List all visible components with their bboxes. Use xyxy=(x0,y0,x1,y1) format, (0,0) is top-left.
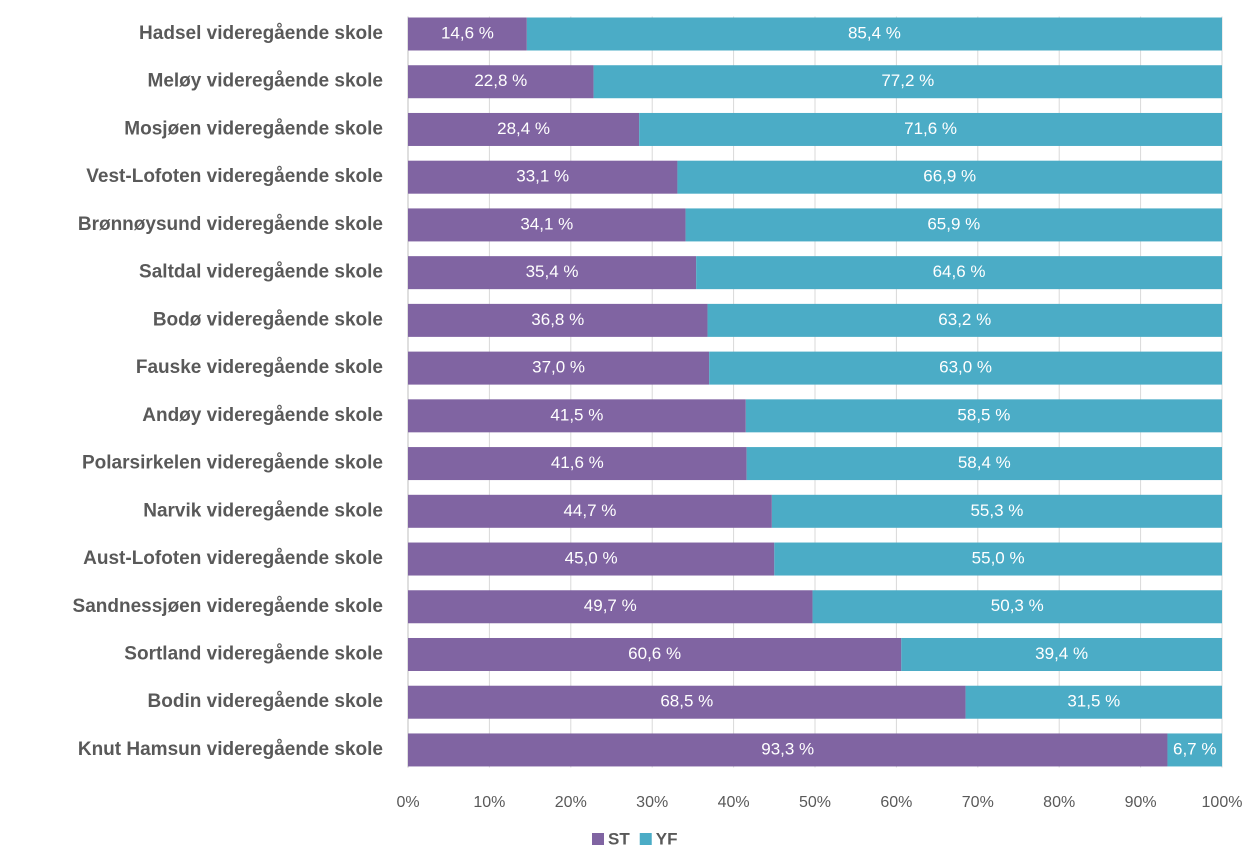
legend-swatch xyxy=(592,833,604,845)
data-label: 58,5 % xyxy=(957,405,1010,424)
x-tick-label: 30% xyxy=(636,794,668,811)
data-label: 63,0 % xyxy=(939,358,992,377)
category-label: Knut Hamsun videregående skole xyxy=(78,739,383,760)
bar-segment xyxy=(408,542,775,576)
category-label: Bodø videregående skole xyxy=(153,309,383,330)
bar-segment xyxy=(408,256,697,290)
data-label: 85,4 % xyxy=(848,23,901,42)
data-label: 41,5 % xyxy=(550,405,603,424)
data-label: 66,9 % xyxy=(923,167,976,186)
data-label: 64,6 % xyxy=(933,262,986,281)
bar-segment xyxy=(774,542,1222,576)
bar-segment xyxy=(408,351,710,385)
data-label: 33,1 % xyxy=(516,167,569,186)
bar-segment xyxy=(408,65,594,99)
bar-segment xyxy=(408,733,1168,767)
data-label: 37,0 % xyxy=(532,358,585,377)
data-label: 71,6 % xyxy=(904,119,957,138)
bar-segment xyxy=(707,303,1222,337)
bar-segment xyxy=(408,17,527,51)
category-label: Brønnøysund videregående skole xyxy=(78,214,383,235)
bar-segment xyxy=(901,637,1222,671)
data-label: 58,4 % xyxy=(958,453,1011,472)
category-label: Saltdal videregående skole xyxy=(139,262,383,283)
category-label: Vest-Lofoten videregående skole xyxy=(86,166,383,187)
bar-segment xyxy=(408,303,708,337)
x-tick-label: 40% xyxy=(718,794,750,811)
data-label: 22,8 % xyxy=(474,71,527,90)
bar-segment xyxy=(408,160,678,194)
bar-segment xyxy=(771,494,1222,528)
x-tick-label: 80% xyxy=(1043,794,1075,811)
data-label: 45,0 % xyxy=(565,549,618,568)
bar-segment xyxy=(677,160,1222,194)
data-label: 14,6 % xyxy=(441,23,494,42)
category-label: Sortland videregående skole xyxy=(124,644,383,665)
data-label: 60,6 % xyxy=(628,644,681,663)
bar-segment xyxy=(965,685,1222,719)
bar-segment xyxy=(639,112,1222,146)
category-label: Aust-Lofoten videregående skole xyxy=(83,548,383,569)
bar-segment xyxy=(696,256,1222,290)
data-label: 63,2 % xyxy=(938,310,991,329)
data-label: 28,4 % xyxy=(497,119,550,138)
legend-label: YF xyxy=(656,829,678,848)
data-label: 77,2 % xyxy=(881,71,934,90)
bar-segment xyxy=(593,65,1222,99)
data-label: 39,4 % xyxy=(1035,644,1088,663)
data-label: 50,3 % xyxy=(991,596,1044,615)
data-label: 55,3 % xyxy=(970,501,1023,520)
bar-segment xyxy=(709,351,1222,385)
bar-segment xyxy=(408,399,746,433)
data-label: 49,7 % xyxy=(584,596,637,615)
bar-segment xyxy=(526,17,1222,51)
x-tick-label: 10% xyxy=(473,794,505,811)
bar-segment xyxy=(408,494,772,528)
bar-segment xyxy=(745,399,1222,433)
category-label: Fauske videregående skole xyxy=(136,357,383,378)
bar-segment xyxy=(685,208,1222,242)
data-label: 6,7 % xyxy=(1173,739,1216,758)
x-tick-label: 50% xyxy=(799,794,831,811)
category-label: Andøy videregående skole xyxy=(142,405,383,426)
data-label: 35,4 % xyxy=(526,262,579,281)
data-label: 31,5 % xyxy=(1067,692,1120,711)
bar-segment xyxy=(746,447,1222,481)
category-label: Polarsirkelen videregående skole xyxy=(82,453,383,474)
data-label: 68,5 % xyxy=(660,692,713,711)
data-label: 34,1 % xyxy=(520,214,573,233)
data-label: 41,6 % xyxy=(551,453,604,472)
legend-label: ST xyxy=(608,829,630,848)
bar-segment xyxy=(1167,733,1222,767)
data-label: 93,3 % xyxy=(761,739,814,758)
data-label: 55,0 % xyxy=(972,549,1025,568)
bar-segment xyxy=(408,685,966,719)
x-tick-label: 0% xyxy=(396,794,419,811)
data-label: 44,7 % xyxy=(563,501,616,520)
category-label: Mosjøen videregående skole xyxy=(124,118,383,139)
bar-segment xyxy=(408,447,747,481)
category-label: Meløy videregående skole xyxy=(148,71,384,92)
legend-swatch xyxy=(639,833,652,845)
category-label: Sandnessjøen videregående skole xyxy=(73,596,383,617)
bar-segment xyxy=(812,590,1222,624)
data-label: 36,8 % xyxy=(531,310,584,329)
category-label: Hadsel videregående skole xyxy=(139,23,383,44)
category-label: Bodin videregående skole xyxy=(148,691,383,712)
bar-segment xyxy=(408,590,813,624)
category-label: Narvik videregående skole xyxy=(143,500,383,521)
bar-segment xyxy=(408,112,640,146)
x-tick-label: 90% xyxy=(1125,794,1157,811)
x-tick-label: 100% xyxy=(1202,794,1243,811)
x-tick-label: 60% xyxy=(880,794,912,811)
data-label: 65,9 % xyxy=(927,214,980,233)
x-tick-label: 70% xyxy=(962,794,994,811)
bar-segment xyxy=(408,637,902,671)
bar-segment xyxy=(408,208,686,242)
x-tick-label: 20% xyxy=(555,794,587,811)
